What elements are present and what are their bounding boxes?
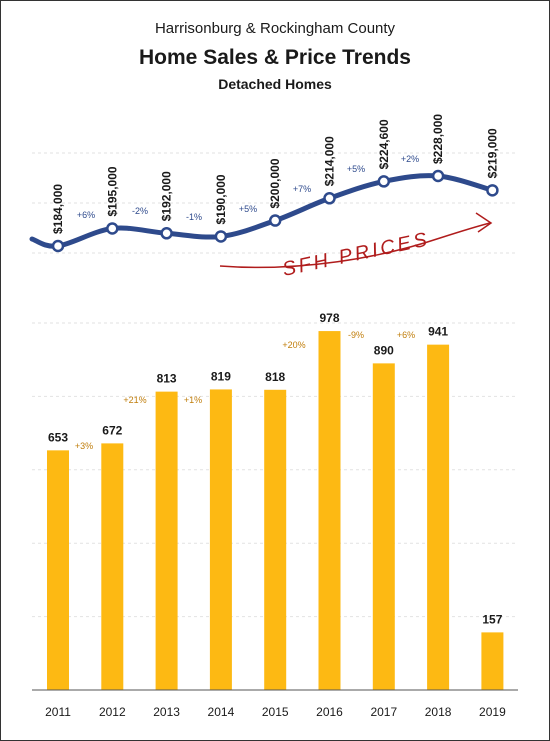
x-axis-tick-label: 2018 [425, 705, 452, 719]
sales-bar-value-label: 819 [211, 369, 231, 383]
price-value-label: $228,000 [431, 114, 445, 164]
sales-bar-2011 [47, 450, 69, 690]
sales-bar-value-label: 653 [48, 430, 68, 444]
chart-title: Home Sales & Price Trends [139, 46, 411, 69]
price-value-label: $219,000 [485, 128, 499, 178]
price-value-label: $192,000 [160, 171, 174, 221]
sales-bar-2013 [155, 391, 178, 690]
sales-bar-value-label: 813 [157, 372, 177, 386]
x-axis-tick-label: 2011 [45, 705, 71, 719]
sales-bar-2019 [481, 632, 504, 690]
sales-bar-value-label: 818 [265, 370, 285, 384]
annotation-arrow [219, 222, 491, 269]
price-point-2013 [160, 227, 173, 240]
price-point-2016 [323, 192, 336, 205]
price-change-label: -1% [186, 212, 202, 222]
sales-change-label: -9% [348, 330, 364, 340]
x-axis-tick-label: 2012 [99, 705, 126, 719]
price-value-label: $224,600 [377, 119, 391, 169]
sales-bar-2014 [209, 389, 232, 690]
sales-bar-2012 [101, 443, 124, 690]
price-point-2015 [268, 214, 282, 227]
price-point-2014 [214, 230, 228, 243]
sales-bar-value-label: 978 [319, 311, 339, 325]
price-point-2019 [486, 184, 499, 197]
price-point-2011 [51, 239, 65, 253]
x-axis-tick-label: 2013 [153, 705, 180, 719]
price-point-2012 [106, 222, 119, 235]
price-change-label: +2% [401, 154, 419, 164]
x-axis-tick-label: 2017 [370, 705, 397, 719]
price-point-2017 [377, 175, 391, 188]
sales-change-label: +20% [282, 340, 305, 350]
price-value-label: $184,000 [51, 184, 65, 234]
sales-change-label: +3% [75, 441, 93, 451]
annotation-sfh-prices: SFH PRICES [280, 228, 431, 281]
sales-bar-value-label: 941 [428, 325, 448, 339]
price-change-label: +6% [77, 210, 95, 220]
price-change-label: +5% [239, 204, 257, 214]
sales-bar-value-label: 157 [482, 612, 502, 626]
annotation-arrowhead [475, 212, 493, 233]
x-axis-tick-label: 2014 [208, 705, 235, 719]
sales-bar-2017 [372, 363, 395, 690]
sales-change-label: +6% [397, 330, 415, 340]
chart-subtitle-detached: Detached Homes [218, 76, 332, 92]
sales-bar-value-label: 890 [374, 343, 394, 357]
price-trend-line [29, 173, 495, 249]
chart-subtitle: Harrisonburg & Rockingham County [154, 20, 396, 37]
sales-bar-value-label: 672 [102, 423, 122, 437]
sales-bar-2018 [427, 344, 450, 690]
price-value-label: $190,000 [214, 174, 228, 224]
price-change-label: -2% [132, 206, 148, 216]
price-change-label: +5% [347, 164, 365, 174]
sales-change-label: +1% [184, 395, 202, 405]
sales-bar-2016 [318, 331, 341, 690]
price-value-label: $200,000 [268, 158, 282, 208]
sales-change-label: +21% [123, 395, 146, 405]
price-value-label: $214,000 [323, 136, 337, 186]
sales-bar-2015 [264, 389, 287, 690]
x-axis-tick-label: 2019 [479, 705, 506, 719]
x-axis-tick-label: 2016 [316, 705, 343, 719]
price-point-2018 [431, 169, 445, 183]
x-axis-tick-label: 2015 [262, 705, 289, 719]
price-value-label: $195,000 [105, 166, 119, 216]
price-change-label: +7% [293, 184, 311, 194]
